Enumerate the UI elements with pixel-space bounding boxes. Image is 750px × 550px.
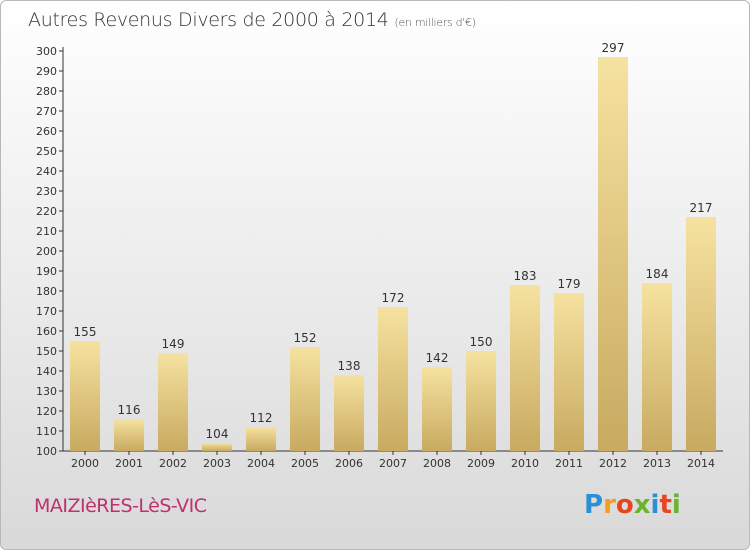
x-tick-label: 2005: [291, 457, 319, 470]
bar-value-label: 297: [602, 41, 625, 55]
bar-value-label: 142: [426, 351, 449, 365]
y-tick-label: 210: [36, 225, 57, 238]
bar-value-label: 152: [294, 331, 317, 345]
chart-title: Autres Revenus Divers de 2000 à 2014 (en …: [28, 9, 476, 31]
y-tick-label: 260: [36, 125, 57, 138]
y-tick-label: 270: [36, 105, 57, 118]
bar[interactable]: [70, 341, 100, 451]
y-tick-label: 220: [36, 205, 57, 218]
logo-letter: x: [633, 490, 651, 520]
bar[interactable]: [246, 427, 276, 451]
bar-value-label: 149: [162, 337, 185, 351]
bar-value-label: 116: [118, 403, 141, 417]
x-tick-label: 2000: [71, 457, 99, 470]
y-tick-label: 290: [36, 65, 57, 78]
bar[interactable]: [510, 285, 540, 451]
bar[interactable]: [158, 353, 188, 451]
x-tick-label: 2008: [423, 457, 451, 470]
y-tick-label: 250: [36, 145, 57, 158]
bar-value-label: 112: [250, 411, 273, 425]
x-tick-label: 2007: [379, 457, 407, 470]
bar-value-label: 184: [646, 267, 669, 281]
x-tick-label: 2002: [159, 457, 187, 470]
bar[interactable]: [334, 375, 364, 451]
y-tick-label: 160: [36, 325, 57, 338]
x-tick-label: 2011: [555, 457, 583, 470]
bar-value-label: 217: [690, 201, 713, 215]
logo-letter: i: [650, 490, 660, 520]
bar-value-label: 179: [558, 277, 581, 291]
y-tick-label: 120: [36, 405, 57, 418]
proxiti-logo[interactable]: Proxiti: [584, 490, 681, 520]
y-tick-label: 110: [36, 425, 57, 438]
y-tick-label: 180: [36, 285, 57, 298]
logo-letter: t: [659, 490, 672, 520]
y-tick-label: 300: [36, 45, 57, 58]
bar[interactable]: [466, 351, 496, 451]
bar[interactable]: [598, 57, 628, 451]
bar[interactable]: [554, 293, 584, 451]
bar[interactable]: [202, 443, 232, 451]
y-tick-label: 280: [36, 85, 57, 98]
y-tick-label: 240: [36, 165, 57, 178]
bar-value-label: 150: [470, 335, 493, 349]
y-tick-label: 190: [36, 265, 57, 278]
logo-letter: o: [615, 490, 634, 520]
x-tick-label: 2012: [599, 457, 627, 470]
bar[interactable]: [422, 367, 452, 451]
logo-letter: i: [671, 490, 681, 520]
y-tick-label: 230: [36, 185, 57, 198]
town-name: MAIZIèRES-LèS-VIC: [34, 495, 207, 517]
bar-value-label: 183: [514, 269, 537, 283]
bar-value-label: 104: [206, 427, 229, 441]
y-tick-label: 200: [36, 245, 57, 258]
x-tick-label: 2013: [643, 457, 671, 470]
y-tick-label: 130: [36, 385, 57, 398]
x-tick-label: 2004: [247, 457, 275, 470]
y-tick-label: 140: [36, 365, 57, 378]
bar[interactable]: [290, 347, 320, 451]
x-tick-label: 2009: [467, 457, 495, 470]
x-tick-label: 2010: [511, 457, 539, 470]
bar[interactable]: [642, 283, 672, 451]
bar[interactable]: [114, 419, 144, 451]
y-tick-label: 100: [36, 445, 57, 458]
y-tick-label: 170: [36, 305, 57, 318]
x-tick-label: 2014: [687, 457, 715, 470]
bar[interactable]: [378, 307, 408, 451]
bar-value-label: 138: [338, 359, 361, 373]
logo-letter: P: [584, 490, 604, 520]
x-tick-label: 2003: [203, 457, 231, 470]
logo-letter: r: [603, 490, 616, 520]
chart-title-text: Autres Revenus Divers de 2000 à 2014: [28, 9, 389, 31]
bar-value-label: 155: [74, 325, 97, 339]
x-tick-label: 2001: [115, 457, 143, 470]
bar[interactable]: [686, 217, 716, 451]
bar-value-label: 172: [382, 291, 405, 305]
y-tick-label: 150: [36, 345, 57, 358]
chart-unit: (en milliers d'€): [394, 16, 476, 29]
x-tick-label: 2006: [335, 457, 363, 470]
